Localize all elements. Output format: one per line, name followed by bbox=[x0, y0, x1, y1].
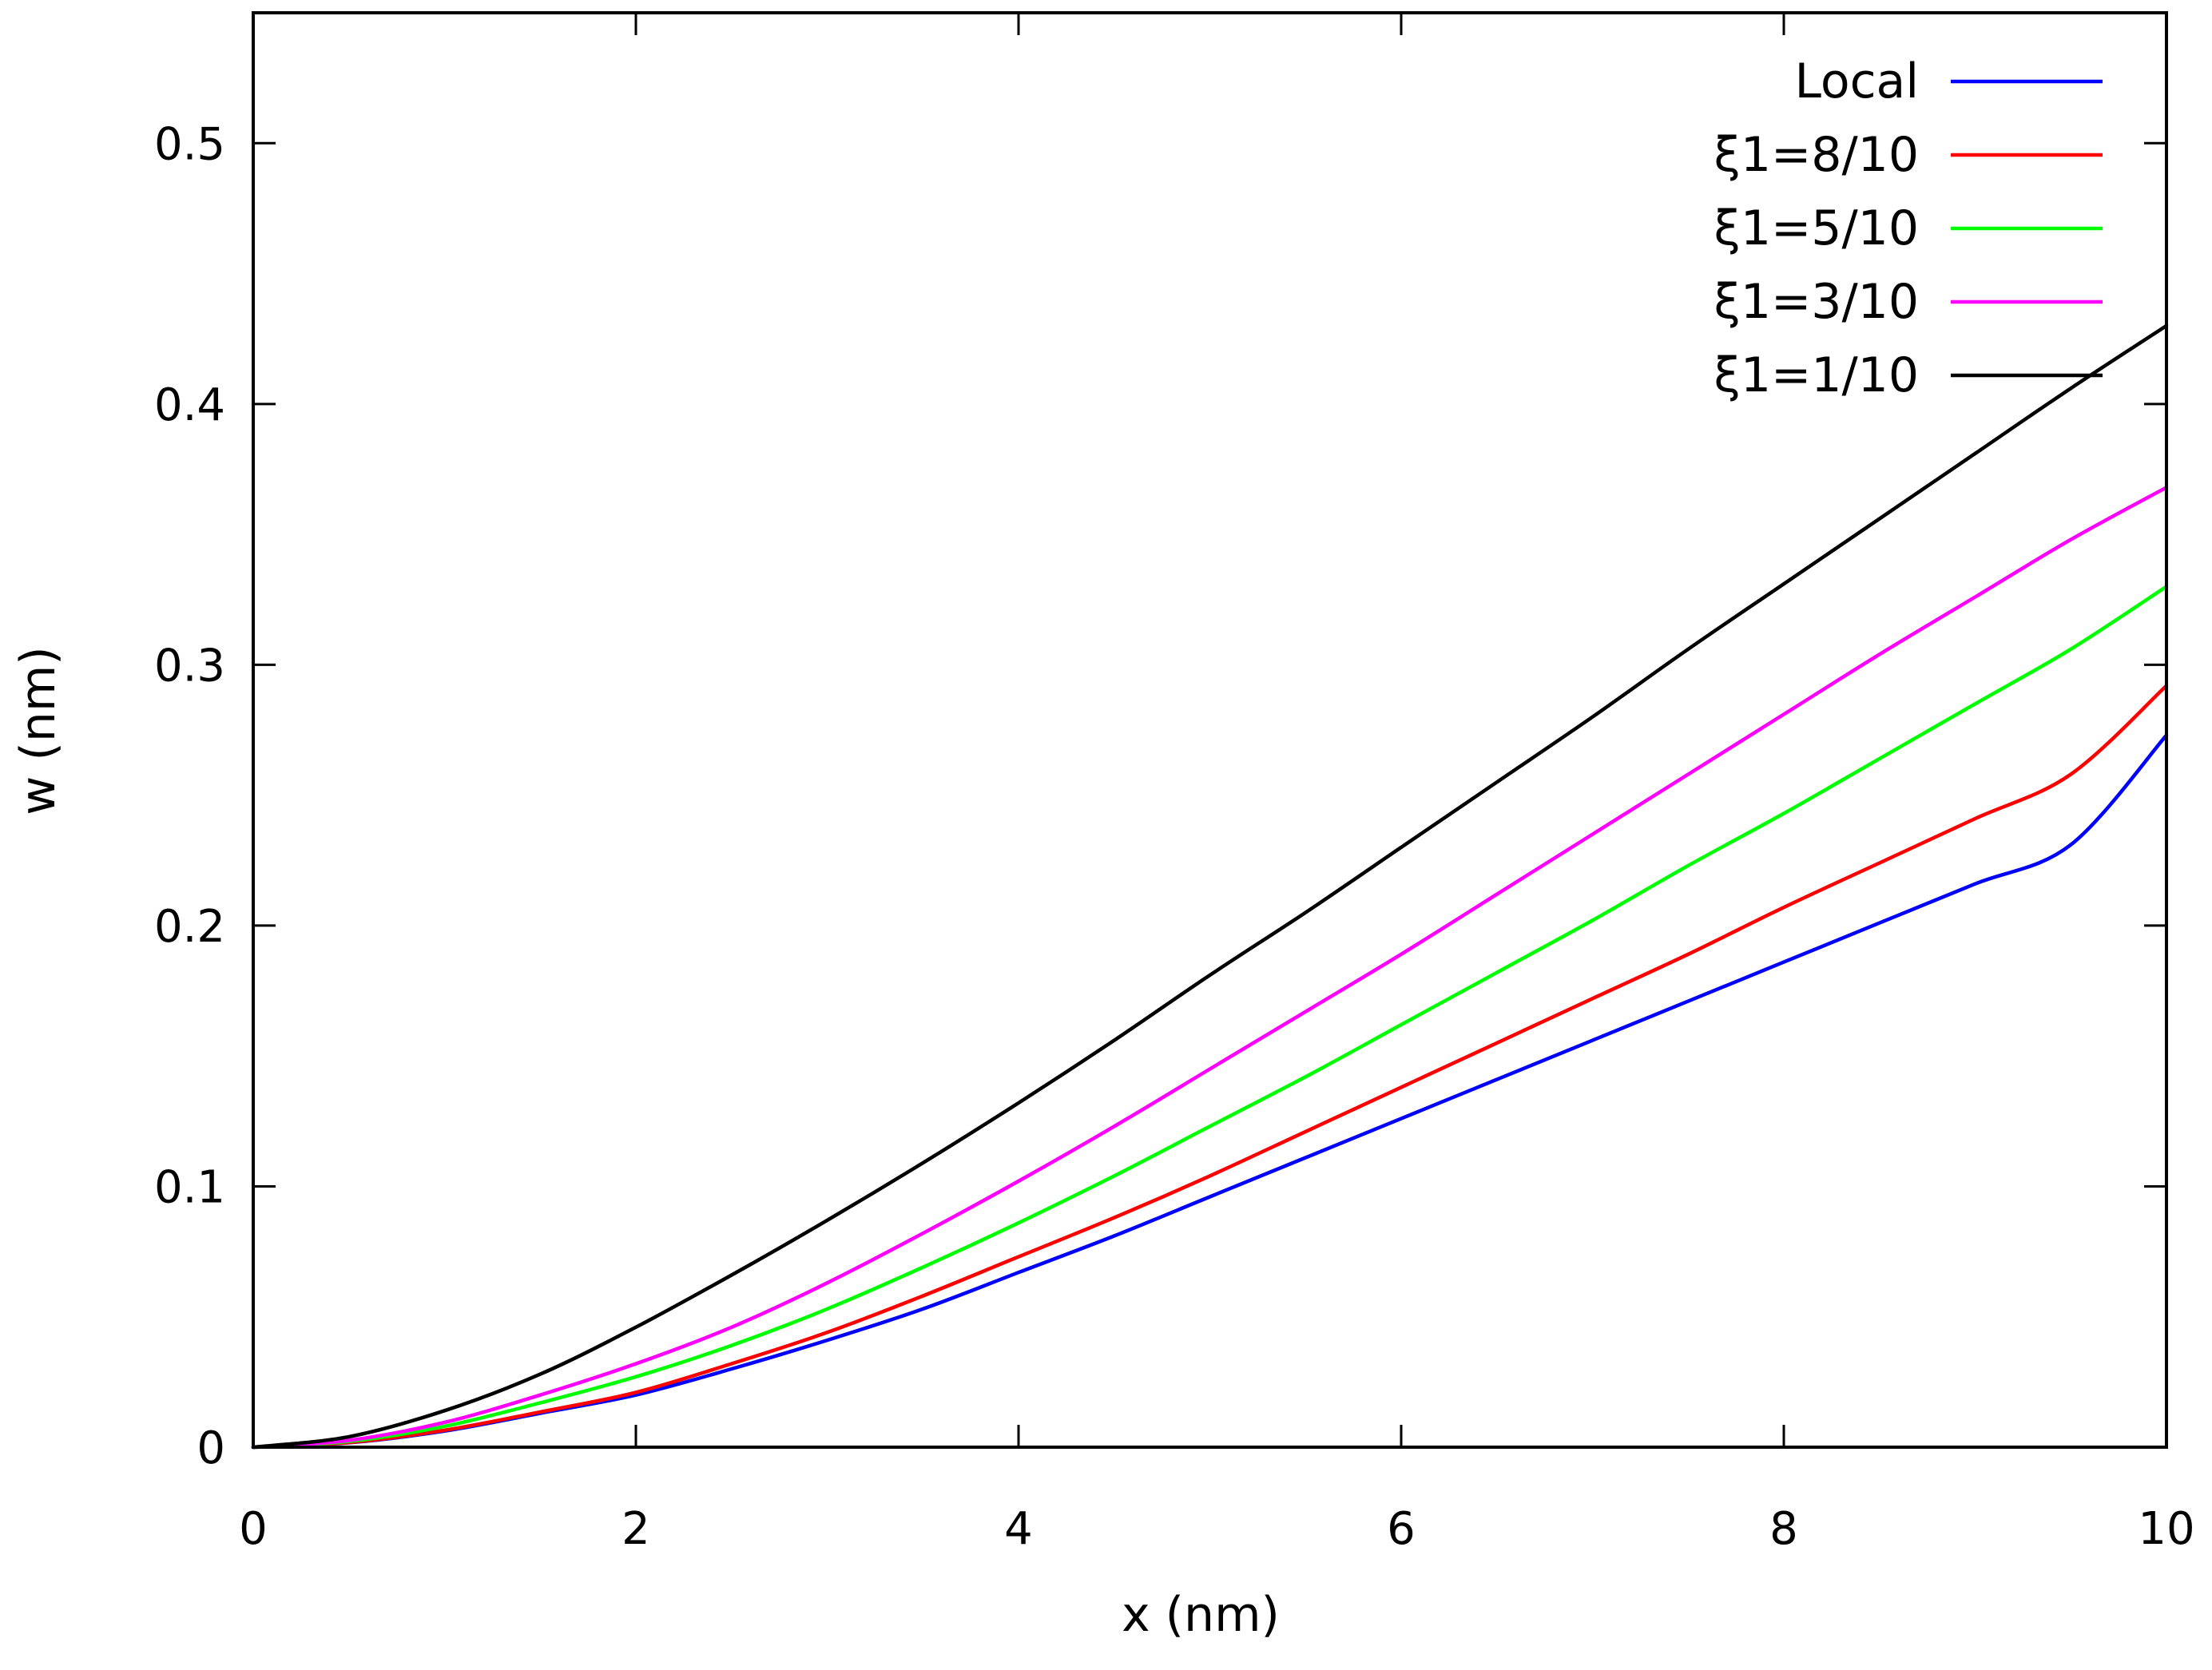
y-tick-label: 0 bbox=[197, 1422, 225, 1474]
x-tick-label: 6 bbox=[1387, 1503, 1416, 1555]
series-line-3 bbox=[251, 486, 2169, 1450]
x-tick-label: 2 bbox=[622, 1503, 650, 1555]
series-line-1 bbox=[251, 684, 2169, 1450]
y-tick-label: 0.5 bbox=[154, 118, 225, 170]
axis-tick-labels: 0 2 4 6 8 10 0 0.1 0.2 0.3 0.4 0.5 bbox=[154, 118, 2195, 1555]
x-tick-label: 10 bbox=[2138, 1503, 2194, 1555]
legend-label: ξ1=8/10 bbox=[1714, 127, 1919, 183]
y-axis-title: w (nm) bbox=[10, 646, 66, 815]
y-tick-label: 0.2 bbox=[154, 901, 225, 953]
series-lines bbox=[251, 323, 2169, 1450]
x-axis-title: x (nm) bbox=[1122, 1587, 1280, 1643]
y-tick-label: 0.3 bbox=[154, 640, 225, 692]
x-tick-label: 4 bbox=[1004, 1503, 1033, 1555]
series-line-0 bbox=[251, 733, 2169, 1450]
y-tick-label: 0.4 bbox=[154, 379, 225, 431]
series-line-2 bbox=[251, 585, 2169, 1450]
legend-label: Local bbox=[1794, 54, 1919, 109]
legend-label: ξ1=5/10 bbox=[1714, 200, 1919, 256]
y-tick-label: 0.1 bbox=[154, 1161, 225, 1213]
x-tick-label: 8 bbox=[1769, 1503, 1798, 1555]
legend: Local ξ1=8/10 ξ1=5/10 ξ1=3/10 ξ1=1/10 bbox=[1714, 54, 2103, 403]
series-line-4 bbox=[251, 323, 2169, 1450]
x-tick-label: 0 bbox=[239, 1503, 268, 1555]
plot-frame bbox=[252, 11, 2168, 1449]
legend-label: ξ1=3/10 bbox=[1714, 274, 1919, 330]
axis-ticks bbox=[252, 13, 2168, 1449]
legend-label: ξ1=1/10 bbox=[1714, 347, 1919, 403]
